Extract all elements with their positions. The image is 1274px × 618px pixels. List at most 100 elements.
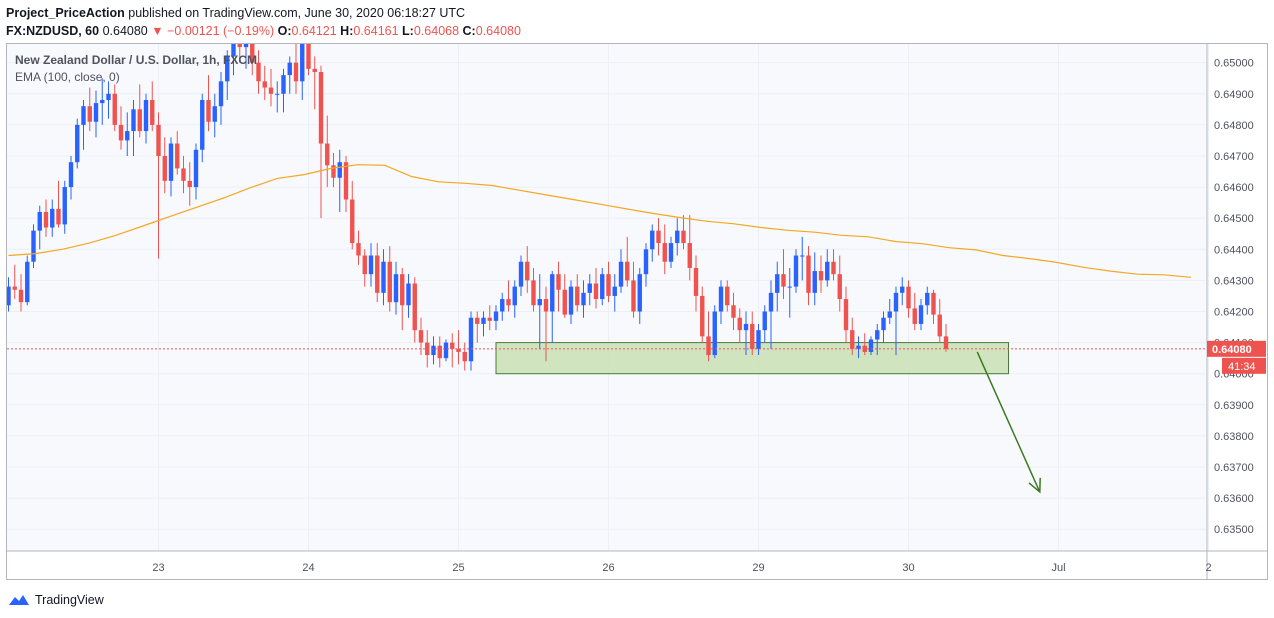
candle-body	[687, 243, 692, 268]
candle-body	[768, 292, 774, 312]
candle-body	[37, 211, 42, 231]
candle-body	[725, 286, 730, 306]
candle-body	[762, 311, 767, 331]
candle-body	[200, 99, 205, 150]
candle-body	[512, 286, 517, 306]
plot-area	[7, 44, 1192, 494]
candle-body	[206, 99, 211, 122]
last-price: 0.64080	[102, 24, 148, 38]
candle-body	[812, 271, 817, 293]
candle-body	[75, 124, 80, 163]
candle-body	[693, 267, 699, 296]
candle-body	[275, 93, 280, 95]
price-change: −0.00121 (−0.19%)	[167, 24, 275, 38]
candle-body	[587, 283, 592, 293]
candle-body	[118, 124, 124, 141]
candle-body	[518, 261, 524, 287]
author-name[interactable]: Project_PriceAction	[6, 6, 125, 20]
candle-body	[262, 81, 267, 88]
candle-body	[237, 44, 242, 48]
candle-body	[56, 208, 61, 225]
projection-arrow-head-icon	[1028, 477, 1041, 494]
candle-body	[212, 106, 217, 122]
candle-body	[818, 271, 824, 281]
symbol-legend[interactable]: New Zealand Dollar / U.S. Dollar, 1h, FX…	[15, 53, 258, 67]
candle-body	[618, 261, 624, 287]
candle-body	[775, 274, 780, 293]
candle-body	[925, 292, 930, 306]
candle-body	[875, 330, 880, 340]
candle-body	[450, 342, 455, 349]
candle-body	[168, 143, 174, 181]
tradingview-logo-icon	[9, 595, 29, 605]
candle-body	[562, 289, 567, 315]
candle-body	[681, 230, 686, 244]
candle-body	[843, 299, 849, 331]
plot-background	[7, 44, 1207, 551]
candle-body	[356, 243, 361, 256]
candle-body	[243, 44, 249, 48]
candle-body	[931, 292, 936, 315]
candle-body	[581, 292, 586, 306]
time-tick-label: 29	[752, 562, 764, 574]
candle-body	[181, 168, 186, 181]
price-tick-label: 0.63700	[1214, 462, 1254, 474]
brand-label: TradingView	[35, 593, 104, 607]
time-tick-label: 2	[1205, 562, 1211, 574]
symbol-label: FX:NZDUSD, 60	[6, 24, 100, 38]
candle-body	[500, 299, 505, 312]
candle-body	[831, 261, 836, 275]
candle-body	[643, 249, 649, 275]
candle-body	[612, 286, 617, 296]
candle-body	[331, 165, 336, 178]
candle-body	[900, 286, 905, 293]
down-triangle-icon: ▼	[151, 24, 164, 38]
candle-body	[25, 261, 30, 303]
candle-body	[906, 286, 911, 309]
candle-body	[231, 44, 236, 57]
candle-body	[87, 106, 92, 122]
low-value: 0.64068	[413, 24, 460, 38]
grid	[7, 44, 1209, 551]
price-tick-label: 0.64800	[1214, 120, 1254, 132]
price-tick-label: 0.63500	[1214, 524, 1254, 536]
price-tick-label: 0.64200	[1214, 306, 1254, 318]
countdown-tag-bg	[1222, 357, 1266, 374]
candle-body	[637, 274, 642, 312]
candle-body	[543, 299, 549, 312]
projection-arrow-line	[976, 351, 1041, 493]
candle-body	[575, 286, 580, 306]
time-tick-label: 30	[902, 562, 914, 574]
candle-body	[393, 274, 399, 303]
ema-legend[interactable]: EMA (100, close, 0)	[15, 70, 120, 84]
candle-body	[300, 44, 305, 82]
candle-body	[881, 317, 886, 331]
time-tick-label: 26	[602, 562, 614, 574]
countdown-tag-label: 41:34	[1228, 361, 1256, 373]
candle-body	[431, 345, 436, 356]
candle-body	[462, 351, 467, 362]
price-tick-label: 0.63800	[1214, 431, 1254, 443]
candle-body	[706, 336, 711, 356]
tradingview-brand[interactable]: TradingView	[8, 591, 104, 609]
candle-body	[631, 280, 636, 312]
price-tag-bg	[1207, 340, 1266, 357]
publish-line: Project_PriceAction published on Trading…	[6, 4, 521, 22]
candle-body	[850, 330, 855, 349]
candle-body	[675, 230, 680, 244]
candle-body	[593, 283, 599, 300]
candle-body	[268, 87, 274, 94]
price-tick-label: 0.64400	[1214, 244, 1254, 256]
price-tick-label: 0.64500	[1214, 213, 1254, 225]
candle-body	[456, 348, 461, 352]
candle-body	[306, 44, 311, 69]
candle-body	[781, 274, 786, 287]
time-tick-label: 24	[302, 562, 314, 574]
candle-body	[787, 286, 792, 288]
candle-body	[600, 274, 605, 300]
candle-body	[175, 143, 180, 169]
open-value: 0.64121	[291, 24, 337, 38]
candle-body	[143, 99, 149, 132]
candle-body	[568, 286, 574, 315]
